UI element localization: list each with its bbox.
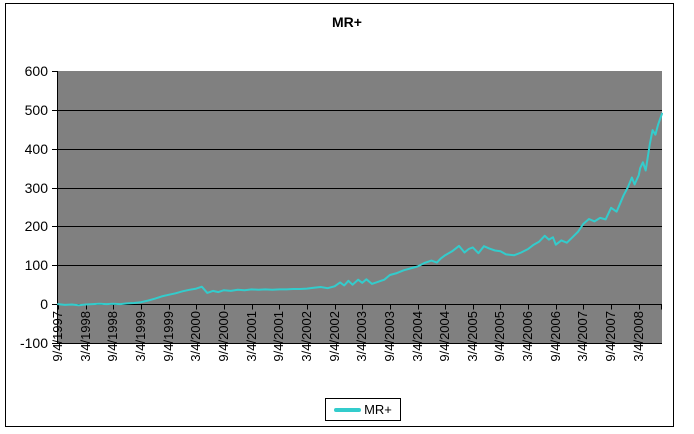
x-tick-label: 3/4/2000 (188, 311, 204, 362)
x-tick-label: 3/4/1998 (77, 311, 93, 362)
x-tick-label: 3/4/2002 (298, 311, 314, 362)
y-tick-label: -100 (19, 335, 48, 351)
x-tick-label: 9/4/1999 (160, 311, 176, 362)
x-tick-label: 9/4/2006 (547, 311, 563, 362)
legend-label: MR+ (364, 402, 392, 417)
x-tick-label: 9/4/1998 (105, 311, 121, 362)
x-tick-label: 3/4/2008 (630, 311, 646, 362)
x-tick-label: 3/4/2004 (409, 311, 425, 362)
y-tick-label: 400 (24, 140, 48, 157)
y-tick-label: 200 (24, 218, 48, 235)
x-tick-label: 9/4/2004 (437, 311, 453, 362)
x-tick-label: 3/4/2005 (464, 311, 480, 362)
x-tick-label: 9/4/2000 (215, 311, 231, 362)
series-line-mr[interactable] (57, 112, 663, 307)
y-tick-label: 100 (24, 257, 48, 274)
x-tick-label: 3/4/2007 (575, 311, 591, 362)
legend-line-swatch (334, 407, 362, 412)
chart-title: MR+ (332, 14, 362, 30)
x-tick-label: 9/4/2007 (603, 311, 619, 362)
y-tick-label: 500 (24, 101, 48, 118)
y-tick-label: 600 (24, 63, 48, 79)
x-tick-label: 9/4/2002 (326, 311, 342, 362)
x-tick-label: 3/4/1999 (132, 311, 148, 362)
x-tick-label: 9/4/2003 (381, 311, 397, 362)
x-tick-label: 3/4/2001 (243, 311, 259, 362)
x-tick-label: 3/4/2006 (520, 311, 536, 362)
x-tick-label: 9/4/2001 (271, 311, 287, 362)
x-tick-label: 9/4/1997 (50, 311, 65, 362)
y-tick-label: 300 (24, 179, 48, 196)
plot-background (57, 71, 662, 343)
x-tick-label: 9/4/2005 (492, 311, 508, 362)
y-tick-label: 0 (40, 296, 48, 313)
legend[interactable]: MR+ (325, 398, 401, 421)
x-tick-label: 3/4/2003 (354, 311, 370, 362)
